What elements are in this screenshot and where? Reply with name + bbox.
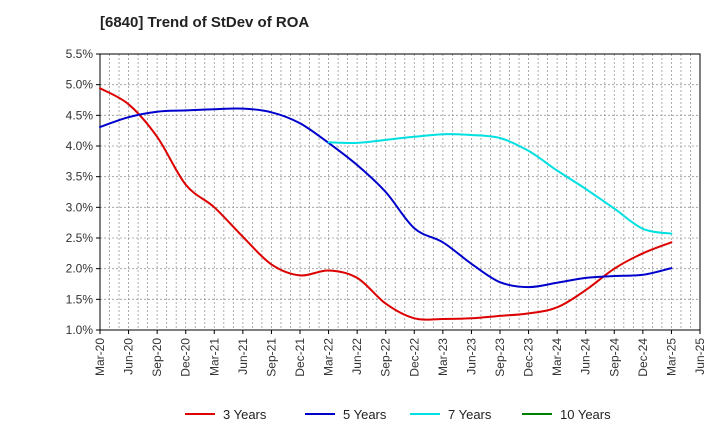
x-tick-label: Dec-23 (522, 338, 536, 377)
x-tick-label: Dec-21 (293, 338, 307, 377)
x-tick-label: Jun-23 (464, 338, 478, 375)
x-axis-ticks: Mar-20 Jun-20 Sep-20 Dec-20 Mar-21 Jun-21 Sep-… (93, 330, 707, 377)
series-line-2 (99, 107, 673, 289)
y-tick-label: 5.5% (66, 47, 94, 61)
x-tick-label: Sep-22 (379, 338, 393, 377)
chart-title: [6840] Trend of StDev of ROA (100, 14, 310, 31)
x-tick-label: Mar-20 (93, 338, 107, 376)
x-tick-label: Dec-20 (179, 338, 193, 377)
y-tick-label: 1.0% (66, 323, 94, 337)
plot-area (100, 54, 700, 330)
x-tick-label: Mar-25 (664, 338, 678, 376)
x-tick-label: Jun-20 (122, 338, 136, 375)
x-tick-label: Sep-21 (264, 338, 278, 377)
y-tick-label: 3.0% (66, 200, 94, 214)
y-tick-label: 4.0% (66, 139, 94, 153)
legend: 3 Years 5 Years 7 Years 10 Years (185, 407, 611, 422)
legend-label: 10 Years (560, 407, 611, 422)
y-tick-label: 2.0% (66, 262, 94, 276)
x-tick-label: Jun-25 (693, 338, 707, 375)
y-axis-ticks: 1.0% 1.5% 2.0% 2.5% 3.0% 3.5% 4.0% 4.5% 5.0% 5.5% (66, 47, 100, 337)
y-tick-label: 4.5% (66, 108, 94, 122)
series-lines (99, 87, 673, 321)
x-tick-label: Mar-24 (550, 338, 564, 376)
x-tick-label: Sep-20 (150, 338, 164, 377)
series-line-1 (99, 87, 673, 321)
legend-label: 3 Years (223, 407, 267, 422)
legend-label: 5 Years (343, 407, 387, 422)
x-tick-label: Sep-24 (607, 338, 621, 377)
x-tick-label: Jun-22 (350, 338, 364, 375)
x-tick-label: Dec-22 (407, 338, 421, 377)
x-tick-label: Dec-24 (636, 338, 650, 377)
plot-frame (99, 53, 701, 331)
x-tick-label: Sep-23 (493, 338, 507, 377)
x-tick-label: Jun-21 (236, 338, 250, 375)
y-tick-label: 1.5% (66, 292, 94, 306)
x-tick-label: Jun-24 (579, 338, 593, 375)
x-tick-label: Mar-22 (322, 338, 336, 376)
y-tick-label: 5.0% (66, 78, 94, 92)
y-tick-label: 2.5% (66, 231, 94, 245)
legend-label: 7 Years (448, 407, 492, 422)
series-line-3 (327, 133, 673, 235)
x-tick-label: Mar-21 (207, 338, 221, 376)
x-tick-label: Mar-23 (436, 338, 450, 376)
y-tick-label: 3.5% (66, 170, 94, 184)
